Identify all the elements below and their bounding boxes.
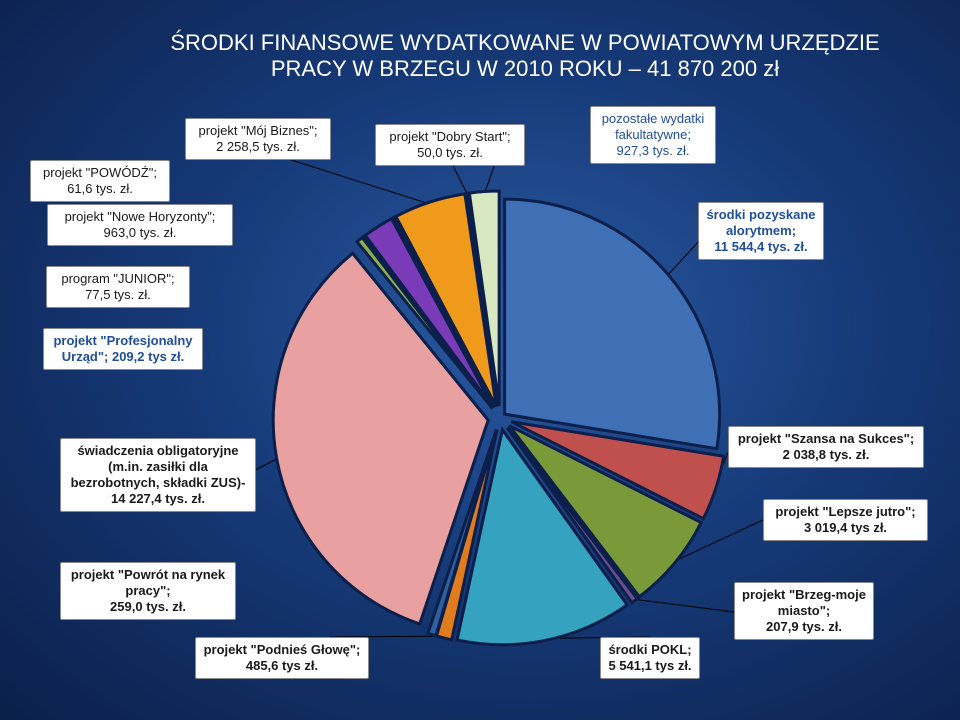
label-podnies: projekt "Podnieś Głowę"; 485,6 tys zł.: [195, 637, 369, 679]
label-profesjonalny: projekt "Profesjonalny Urząd"; 209,2 tys…: [43, 328, 203, 370]
label-dobry-start: projekt "Dobry Start"; 50,0 tys. zł.: [375, 124, 525, 166]
pie-slice-2: [508, 424, 704, 599]
pie-slice-4: [455, 426, 630, 647]
pie-slice-11: [390, 215, 496, 409]
pie-slice-12: [393, 192, 498, 408]
label-pokl: środki POKL; 5 541,1 tys zł.: [600, 637, 700, 679]
label-szansa: projekt "Szansa na Sukces"; 2 038,8 tys.…: [728, 426, 924, 468]
pie-slice-7: [271, 251, 490, 626]
label-nowe-horyzonty: projekt "Nowe Horyzonty"; 963,0 tys. zł.: [47, 204, 233, 246]
label-moj-biznes: projekt "Mój Biznes"; 2 258,5 tys. zł.: [185, 118, 331, 160]
title-line-2: PRACY W BRZEGU W 2010 ROKU – 41 870 200 …: [270, 56, 780, 81]
pie-slice-0: [503, 197, 722, 451]
pie-slice-6: [425, 428, 498, 638]
label-powrot: projekt "Powrót na rynek pracy"; 259,0 t…: [60, 562, 236, 620]
leader-line-7: [254, 457, 279, 471]
label-swiadczenia: świadczenia obligatoryjne (m.in. zasiłki…: [60, 438, 256, 512]
pie-slice-1: [510, 420, 726, 521]
leader-line-3: [633, 598, 735, 613]
pie-slice-3: [505, 426, 640, 605]
label-junior: program "JUNIOR"; 77,5 tys. zł.: [46, 266, 190, 308]
label-powodz: projekt "POWÓDŹ"; 61,6 tys. zł.: [30, 160, 170, 202]
label-lepsze-jutro: projekt "Lepsze jutro"; 3 019,4 tys zł.: [763, 499, 928, 541]
chart-title: ŚRODKI FINANSOWE WYDATKOWANE W POWIATOWY…: [0, 30, 960, 82]
leader-line-5: [329, 635, 445, 638]
label-pozostale: pozostałe wydatki fakultatywne; 927,3 ty…: [590, 106, 716, 164]
leader-line-2: [672, 519, 764, 563]
leader-line-0: [666, 239, 701, 277]
pie-slice-14: [467, 189, 501, 407]
title-line-1: ŚRODKI FINANSOWE WYDATKOWANE W POWIATOWY…: [170, 30, 880, 55]
pie-slices: [271, 189, 726, 647]
label-brzeg: projekt "Brzeg-moje miasto"; 207,9 tys. …: [734, 582, 874, 640]
label-alorytm: środki pozyskane alorytmem; 11 544,4 tys…: [698, 202, 824, 260]
